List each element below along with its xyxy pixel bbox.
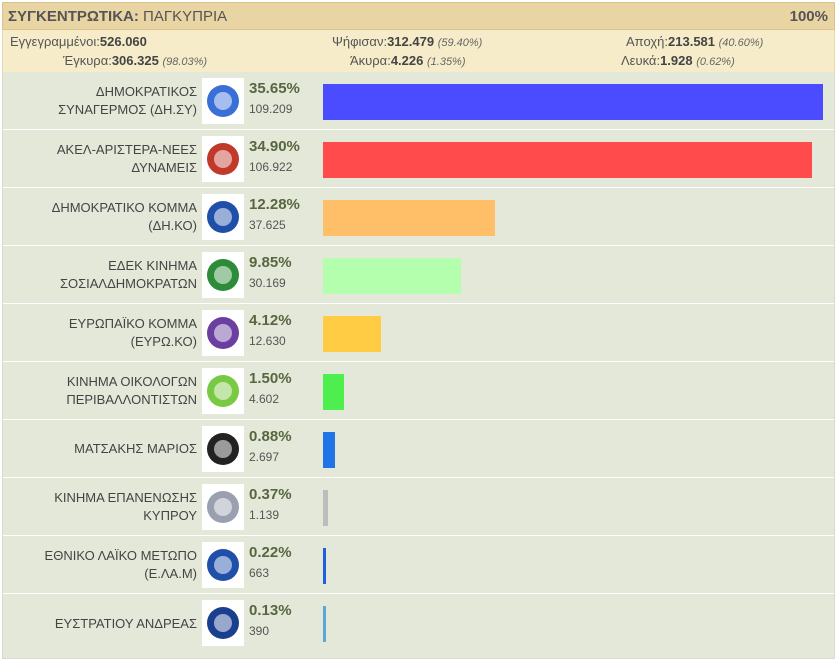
- stat-invalid: Άκυρα:4.226 (1.35%): [350, 53, 466, 68]
- party-share-bar: [323, 200, 495, 236]
- party-name: ΕΥΣΤΡΑΤΙΟΥ ΑΝΔΡΕΑΣ: [7, 594, 197, 653]
- stat-voted: Ψήφισαν:312.479 (59.40%): [332, 34, 483, 49]
- party-name-line2: ΣΥΝΑΓΕΡΜΟΣ (ΔΗ.ΣΥ): [58, 101, 197, 117]
- party-name: ΕΔΕΚ ΚΙΝΗΜΑ ΣΟΣΙΑΛΔΗΜΟΚΡΑΤΩΝ: [7, 246, 197, 303]
- party-votes: 30.169: [249, 276, 286, 290]
- party-name-line2: (ΔΗ.ΚΟ): [148, 217, 197, 233]
- party-votes: 2.697: [249, 450, 280, 464]
- party-name-line2: ΠΕΡΙΒΑΛΛΟΝΤΙΣΤΩΝ: [66, 391, 197, 407]
- header-title: ΣΥΓΚΕΝΤΡΩΤΙΚΑ: ΠΑΓΚΥΠΡΙΑ: [8, 7, 228, 25]
- party-name: ΔΗΜΟΚΡΑΤΙΚΟ ΚΟΜΜΑ (ΔΗ.ΚΟ): [7, 188, 197, 245]
- reunification-logo-icon: [202, 484, 244, 530]
- party-row: ΕΔΕΚ ΚΙΝΗΜΑ ΣΟΣΙΑΛΔΗΜΟΚΡΑΤΩΝ 9.85% 30.169: [3, 246, 834, 304]
- party-percent: 1.50%: [249, 370, 292, 387]
- party-row: ΔΗΜΟΚΡΑΤΙΚΟ ΚΟΜΜΑ (ΔΗ.ΚΟ) 12.28% 37.625: [3, 188, 834, 246]
- party-name-line2: (ΕΥΡΩ.ΚΟ): [130, 333, 197, 349]
- stat-abstention: Αποχή:213.581 (40.60%): [626, 34, 764, 49]
- party-percent: 4.12%: [249, 312, 292, 329]
- party-name: ΔΗΜΟΚΡΑΤΙΚΟΣ ΣΥΝΑΓΕΡΜΟΣ (ΔΗ.ΣΥ): [7, 72, 197, 129]
- stat-valid: Έγκυρα:306.325 (98.03%): [63, 53, 208, 68]
- party-percent: 0.37%: [249, 486, 292, 503]
- party-votes: 12.630: [249, 334, 286, 348]
- party-percent: 35.65%: [249, 80, 300, 97]
- party-name: ΚΙΝΗΜΑ ΟΙΚΟΛΟΓΩΝ ΠΕΡΙΒΑΛΛΟΝΤΙΣΤΩΝ: [7, 362, 197, 419]
- party-name: ΑΚΕΛ-ΑΡΙΣΤΕΡΑ-ΝΕΕΣ ΔΥΝΑΜΕΙΣ: [7, 130, 197, 187]
- party-percent: 12.28%: [249, 196, 300, 213]
- party-row: ΜΑΤΣΑΚΗΣ ΜΑΡΙΟΣ 0.88% 2.697: [3, 420, 834, 478]
- party-row: ΑΚΕΛ-ΑΡΙΣΤΕΡΑ-ΝΕΕΣ ΔΥΝΑΜΕΙΣ 34.90% 106.922: [3, 130, 834, 188]
- party-name-line1: ΕΔΕΚ ΚΙΝΗΜΑ: [108, 257, 197, 273]
- party-share-bar: [323, 548, 326, 584]
- party-percent: 0.22%: [249, 544, 292, 561]
- party-row: ΕΥΣΤΡΑΤΙΟΥ ΑΝΔΡΕΑΣ 0.13% 390: [3, 594, 834, 653]
- party-name-line1: ΚΙΝΗΜΑ ΟΙΚΟΛΟΓΩΝ: [66, 373, 197, 389]
- party-votes: 390: [249, 624, 270, 638]
- party-name: ΕΘΝΙΚΟ ΛΑΪΚΟ ΜΕΤΩΠΟ (Ε.ΛΑ.Μ): [7, 536, 197, 593]
- party-name-line1: ΔΗΜΟΚΡΑΤΙΚΟΣ: [95, 83, 197, 99]
- party-votes: 106.922: [249, 160, 293, 174]
- party-name-line1: ΕΥΣΤΡΑΤΙΟΥ ΑΝΔΡΕΑΣ: [54, 615, 197, 631]
- akel-logo-icon: [202, 136, 244, 182]
- party-name-line1: ΚΙΝΗΜΑ ΕΠΑΝΕΝΩΣΗΣ: [54, 489, 197, 505]
- party-share-bar: [323, 374, 344, 410]
- party-name-line2: ΔΥΝΑΜΕΙΣ: [131, 159, 197, 175]
- party-percent: 34.90%: [249, 138, 300, 155]
- party-share-bar: [323, 316, 381, 352]
- stat-blank: Λευκά:1.928 (0.62%): [621, 53, 735, 68]
- party-name: ΚΙΝΗΜΑ ΕΠΑΝΕΝΩΣΗΣ ΚΥΠΡΟΥ: [7, 478, 197, 535]
- party-name-line1: ΑΚΕΛ-ΑΡΙΣΤΕΡΑ-ΝΕΕΣ: [56, 141, 197, 157]
- party-percent: 0.13%: [249, 602, 292, 619]
- party-name-line2: ΚΥΠΡΟΥ: [143, 507, 197, 523]
- party-row: ΕΥΡΩΠΑΪΚΟ ΚΟΜΜΑ (ΕΥΡΩ.ΚΟ) 4.12% 12.630: [3, 304, 834, 362]
- party-name-line1: ΕΘΝΙΚΟ ΛΑΪΚΟ ΜΕΤΩΠΟ: [44, 547, 197, 563]
- party-share-bar: [323, 142, 812, 178]
- party-votes: 1.139: [249, 508, 280, 522]
- party-results-list: ΔΗΜΟΚΡΑΤΙΚΟΣ ΣΥΝΑΓΕΡΜΟΣ (ΔΗ.ΣΥ) 35.65% 109.…: [2, 72, 835, 659]
- party-name-line2: ΣΟΣΙΑΛΔΗΜΟΚΡΑΤΩΝ: [59, 275, 197, 291]
- party-percent: 9.85%: [249, 254, 292, 271]
- evroko-logo-icon: [202, 310, 244, 356]
- party-name-line1: ΕΥΡΩΠΑΪΚΟ ΚΟΜΜΑ: [68, 315, 197, 331]
- party-name-line1: ΔΗΜΟΚΡΑΤΙΚΟ ΚΟΜΜΑ: [51, 199, 197, 215]
- party-votes: 4.602: [249, 392, 280, 406]
- party-votes: 37.625: [249, 218, 286, 232]
- party-row: ΚΙΝΗΜΑ ΕΠΑΝΕΝΩΣΗΣ ΚΥΠΡΟΥ 0.37% 1.139: [3, 478, 834, 536]
- diko-logo-icon: [202, 194, 244, 240]
- party-row: ΔΗΜΟΚΡΑΤΙΚΟΣ ΣΥΝΑΓΕΡΜΟΣ (ΔΗ.ΣΥ) 35.65% 109.…: [3, 72, 834, 130]
- party-share-bar: [323, 432, 335, 468]
- party-share-bar: [323, 84, 823, 120]
- party-share-bar: [323, 490, 328, 526]
- ecologists-logo-icon: [202, 368, 244, 414]
- party-name-line2: (Ε.ΛΑ.Μ): [144, 565, 197, 581]
- party-row: ΚΙΝΗΜΑ ΟΙΚΟΛΟΓΩΝ ΠΕΡΙΒΑΛΛΟΝΤΙΣΤΩΝ 1.50% 4.6…: [3, 362, 834, 420]
- party-votes: 663: [249, 566, 270, 580]
- party-votes: 109.209: [249, 102, 293, 116]
- independent-logo-icon: [202, 426, 244, 472]
- party-row: ΕΘΝΙΚΟ ΛΑΪΚΟ ΜΕΤΩΠΟ (Ε.ΛΑ.Μ) 0.22% 663: [3, 536, 834, 594]
- elam-logo-icon: [202, 542, 244, 588]
- counted-percent: 100%: [789, 7, 828, 25]
- guinness-logo-icon: [202, 600, 244, 646]
- edek-logo-icon: [202, 252, 244, 298]
- party-name: ΕΥΡΩΠΑΪΚΟ ΚΟΜΜΑ (ΕΥΡΩ.ΚΟ): [7, 304, 197, 361]
- disy-logo-icon: [202, 78, 244, 124]
- results-header: ΣΥΓΚΕΝΤΡΩΤΙΚΑ: ΠΑΓΚΥΠΡΙΑ 100%: [2, 2, 835, 30]
- party-name-line1: ΜΑΤΣΑΚΗΣ ΜΑΡΙΟΣ: [74, 440, 197, 456]
- party-share-bar: [323, 258, 461, 294]
- party-percent: 0.88%: [249, 428, 292, 445]
- stat-registered: Εγγεγραμμένοι:526.060: [10, 34, 147, 49]
- turnout-stats: Εγγεγραμμένοι:526.060 Ψήφισαν:312.479 (5…: [2, 30, 835, 72]
- party-share-bar: [323, 606, 326, 642]
- party-name: ΜΑΤΣΑΚΗΣ ΜΑΡΙΟΣ: [7, 420, 197, 477]
